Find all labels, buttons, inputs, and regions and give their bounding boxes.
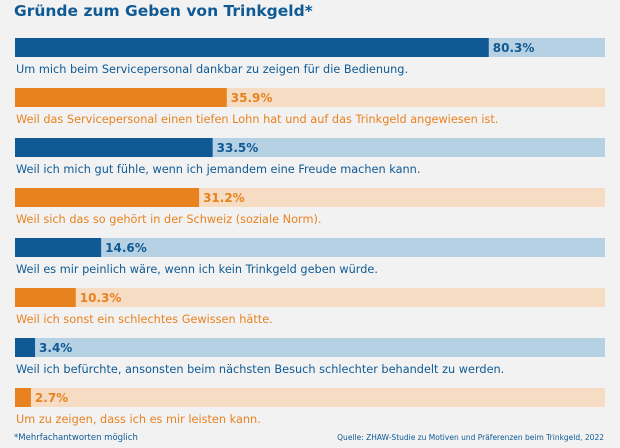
bar-category-label-5: Weil es mir peinlich wäre, wenn ich kein…	[16, 263, 378, 276]
bar-value-label-8: 2.7%	[35, 391, 68, 405]
bar-category-label-4: Weil sich das so gehört in der Schweiz (…	[16, 213, 321, 226]
bar-value-label-4: 31.2%	[203, 191, 245, 205]
bar-3	[15, 138, 213, 157]
bar-value-label-2: 35.9%	[231, 91, 273, 105]
bar-category-label-3: Weil ich mich gut fühle, wenn ich jemand…	[16, 163, 420, 176]
bar-8	[15, 388, 31, 407]
bar-value-label-5: 14.6%	[105, 241, 147, 255]
bar-track-6	[15, 288, 605, 307]
bar-7	[15, 338, 36, 357]
bar-category-label-2: Weil das Servicepersonal einen tiefen Lo…	[16, 113, 498, 126]
bar-track-8	[15, 388, 605, 407]
bar-2	[15, 88, 227, 107]
source-note: Quelle: ZHAW-Studie zu Motiven und Präfe…	[337, 433, 604, 442]
bar-category-label-8: Um zu zeigen, dass ich es mir leisten ka…	[16, 413, 261, 426]
bar-value-label-1: 80.3%	[493, 41, 535, 55]
bar-track-7	[15, 338, 605, 357]
bar-value-label-6: 10.3%	[80, 291, 122, 305]
footnote: *Mehrfachantworten möglich	[14, 433, 138, 443]
bar-category-label-1: Um mich beim Servicepersonal dankbar zu …	[16, 63, 408, 76]
chart-title: Gründe zum Geben von Trinkgeld*	[14, 2, 313, 20]
bar-category-label-7: Weil ich befürchte, ansonsten beim nächs…	[16, 363, 504, 376]
bar-category-label-6: Weil ich sonst ein schlechtes Gewissen h…	[16, 313, 273, 326]
bar-4	[15, 188, 200, 207]
bar-track-5	[15, 238, 605, 257]
bar-6	[15, 288, 76, 307]
bar-value-label-3: 33.5%	[217, 141, 259, 155]
bar-1	[15, 38, 489, 57]
bar-5	[15, 238, 102, 257]
bar-value-label-7: 3.4%	[39, 341, 72, 355]
